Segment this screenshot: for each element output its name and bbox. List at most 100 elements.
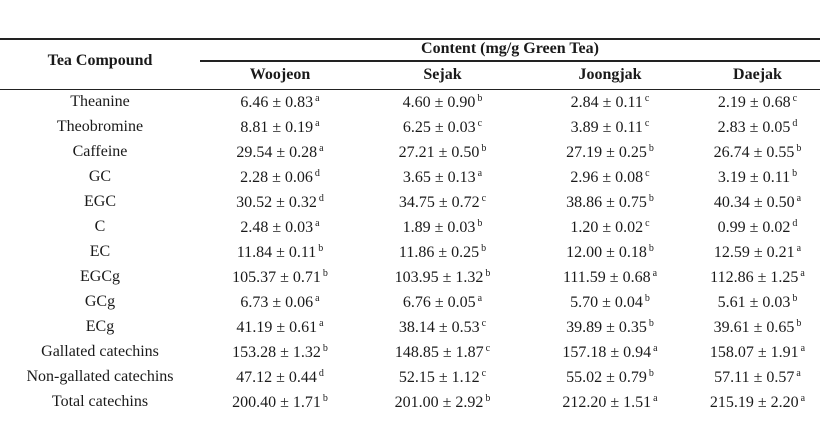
table-row: C 2.48 ± 0.03 a 1.89 ± 0.03 b 1.20 ± 0.02 c 0.9… <box>0 216 820 241</box>
value-text: 39.61 ± 0.65 <box>713 319 795 336</box>
significance-letter: b <box>648 193 654 204</box>
significance-letter: c <box>644 93 650 104</box>
significance-letter: b <box>318 243 324 254</box>
value-text: 148.85 ± 1.87 <box>394 344 484 361</box>
significance-letter: a <box>477 293 483 304</box>
value-cell: 38.86 ± 0.75 b <box>525 193 695 212</box>
column-header-joongjak: Joongjak <box>578 66 642 83</box>
value-text: 2.19 ± 0.68 <box>717 94 791 111</box>
value-cell: 29.54 ± 0.28 a <box>200 143 360 162</box>
column-header-daejak: Daejak <box>733 66 782 83</box>
compound-name: Caffeine <box>72 143 128 160</box>
value-text: 2.28 ± 0.06 <box>240 169 313 186</box>
value-text: 12.59 ± 0.21 <box>713 244 795 261</box>
significance-letter: b <box>485 393 491 404</box>
compound-name: GC <box>88 168 112 185</box>
significance-letter: a <box>315 293 320 304</box>
value-text: 55.02 ± 0.79 <box>566 369 647 386</box>
value-cell: 39.89 ± 0.35 b <box>525 318 695 337</box>
significance-letter: a <box>800 393 806 404</box>
table-row: EGC 30.52 ± 0.32 d 34.75 ± 0.72 c 38.86 ± 0.7… <box>0 191 820 216</box>
value-text: 6.76 ± 0.05 <box>402 294 476 311</box>
significance-letter: b <box>648 243 654 254</box>
significance-letter: b <box>322 393 328 404</box>
value-text: 38.14 ± 0.53 <box>398 319 480 336</box>
significance-letter: a <box>315 218 320 229</box>
value-cell: 41.19 ± 0.61 a <box>200 318 360 337</box>
significance-letter: c <box>792 93 798 104</box>
value-text: 2.96 ± 0.08 <box>570 169 644 186</box>
value-cell: 27.21 ± 0.50 b <box>360 143 525 162</box>
table-row: Gallated catechins 153.28 ± 1.32 b 148.85 ±… <box>0 341 820 366</box>
significance-letter: b <box>648 368 654 379</box>
value-cell: 3.65 ± 0.13 a <box>360 168 525 187</box>
value-cell: 1.20 ± 0.02 c <box>525 218 695 237</box>
value-text: 112.86 ± 1.25 <box>710 269 799 286</box>
value-text: 3.65 ± 0.13 <box>402 169 476 186</box>
value-text: 105.37 ± 0.71 <box>232 269 321 286</box>
table-row: EC 11.84 ± 0.11 b 11.86 ± 0.25 b 12.00 ± 0.18… <box>0 241 820 266</box>
significance-letter: b <box>792 168 798 179</box>
value-cell: 111.59 ± 0.68 a <box>525 268 695 287</box>
value-text: 201.00 ± 2.92 <box>394 394 484 411</box>
value-text: 5.61 ± 0.03 <box>717 294 791 311</box>
compound-name: Total catechins <box>51 393 149 410</box>
group-header-rule <box>200 60 820 62</box>
value-cell: 5.61 ± 0.03 b <box>695 293 820 312</box>
value-cell: 12.00 ± 0.18 b <box>525 243 695 262</box>
value-cell: 4.60 ± 0.90 b <box>360 93 525 112</box>
value-text: 26.74 ± 0.55 <box>713 144 795 161</box>
value-text: 1.20 ± 0.02 <box>570 219 644 236</box>
value-text: 11.84 ± 0.11 <box>236 244 317 261</box>
value-text: 29.54 ± 0.28 <box>236 144 318 161</box>
value-text: 3.19 ± 0.11 <box>717 169 791 186</box>
value-text: 200.40 ± 1.71 <box>232 394 321 411</box>
compound-name: Theobromine <box>56 118 144 135</box>
content-group-header: Content (mg/g Green Tea) <box>421 40 599 57</box>
value-text: 2.83 ± 0.05 <box>717 119 791 136</box>
value-cell: 47.12 ± 0.44 d <box>200 368 360 387</box>
value-cell: 2.83 ± 0.05 d <box>695 118 820 137</box>
significance-letter: c <box>481 193 487 204</box>
value-text: 158.07 ± 1.91 <box>709 344 799 361</box>
top-rule <box>0 38 820 40</box>
significance-letter: c <box>477 118 483 129</box>
value-cell: 12.59 ± 0.21 a <box>695 243 820 262</box>
significance-letter: a <box>315 93 320 104</box>
significance-letter: a <box>319 318 324 329</box>
table-row: EGCg 105.37 ± 0.71 b 103.95 ± 1.32 b 111.59 ±… <box>0 266 820 291</box>
value-text: 5.70 ± 0.04 <box>570 294 643 311</box>
significance-letter: a <box>477 168 483 179</box>
table-row: Caffeine 29.54 ± 0.28 a 27.21 ± 0.50 b 27.19 … <box>0 141 820 166</box>
value-cell: 200.40 ± 1.71 b <box>200 393 360 412</box>
value-cell: 2.48 ± 0.03 a <box>200 218 360 237</box>
value-cell: 11.86 ± 0.25 b <box>360 243 525 262</box>
significance-letter: b <box>477 93 483 104</box>
significance-letter: c <box>645 168 650 179</box>
value-text: 2.48 ± 0.03 <box>240 219 314 236</box>
value-text: 215.19 ± 2.20 <box>709 394 799 411</box>
value-cell: 0.99 ± 0.02 d <box>695 218 820 237</box>
header-rule <box>0 89 820 90</box>
significance-letter: a <box>796 368 801 379</box>
value-cell: 39.61 ± 0.65 b <box>695 318 820 337</box>
column-header-woojeon: Woojeon <box>249 66 311 83</box>
significance-letter: b <box>481 143 487 154</box>
value-text: 0.99 ± 0.02 <box>717 219 791 236</box>
value-text: 6.25 ± 0.03 <box>402 119 476 136</box>
significance-letter: d <box>792 118 798 129</box>
table-body: Theanine 6.46 ± 0.83 a 4.60 ± 0.90 b 2.84 ± 0… <box>0 91 820 416</box>
value-cell: 157.18 ± 0.94 a <box>525 343 695 362</box>
value-cell: 6.25 ± 0.03 c <box>360 118 525 137</box>
value-cell: 34.75 ± 0.72 c <box>360 193 525 212</box>
value-cell: 215.19 ± 2.20 a <box>695 393 820 412</box>
significance-letter: b <box>648 143 654 154</box>
significance-letter: a <box>319 143 324 154</box>
significance-letter: d <box>318 368 324 379</box>
compound-name: EGCg <box>80 268 120 285</box>
value-cell: 153.28 ± 1.32 b <box>200 343 360 362</box>
significance-letter: a <box>653 393 658 404</box>
value-cell: 40.34 ± 0.50 a <box>695 193 820 212</box>
value-cell: 3.19 ± 0.11 b <box>695 168 820 187</box>
value-cell: 1.89 ± 0.03 b <box>360 218 525 237</box>
